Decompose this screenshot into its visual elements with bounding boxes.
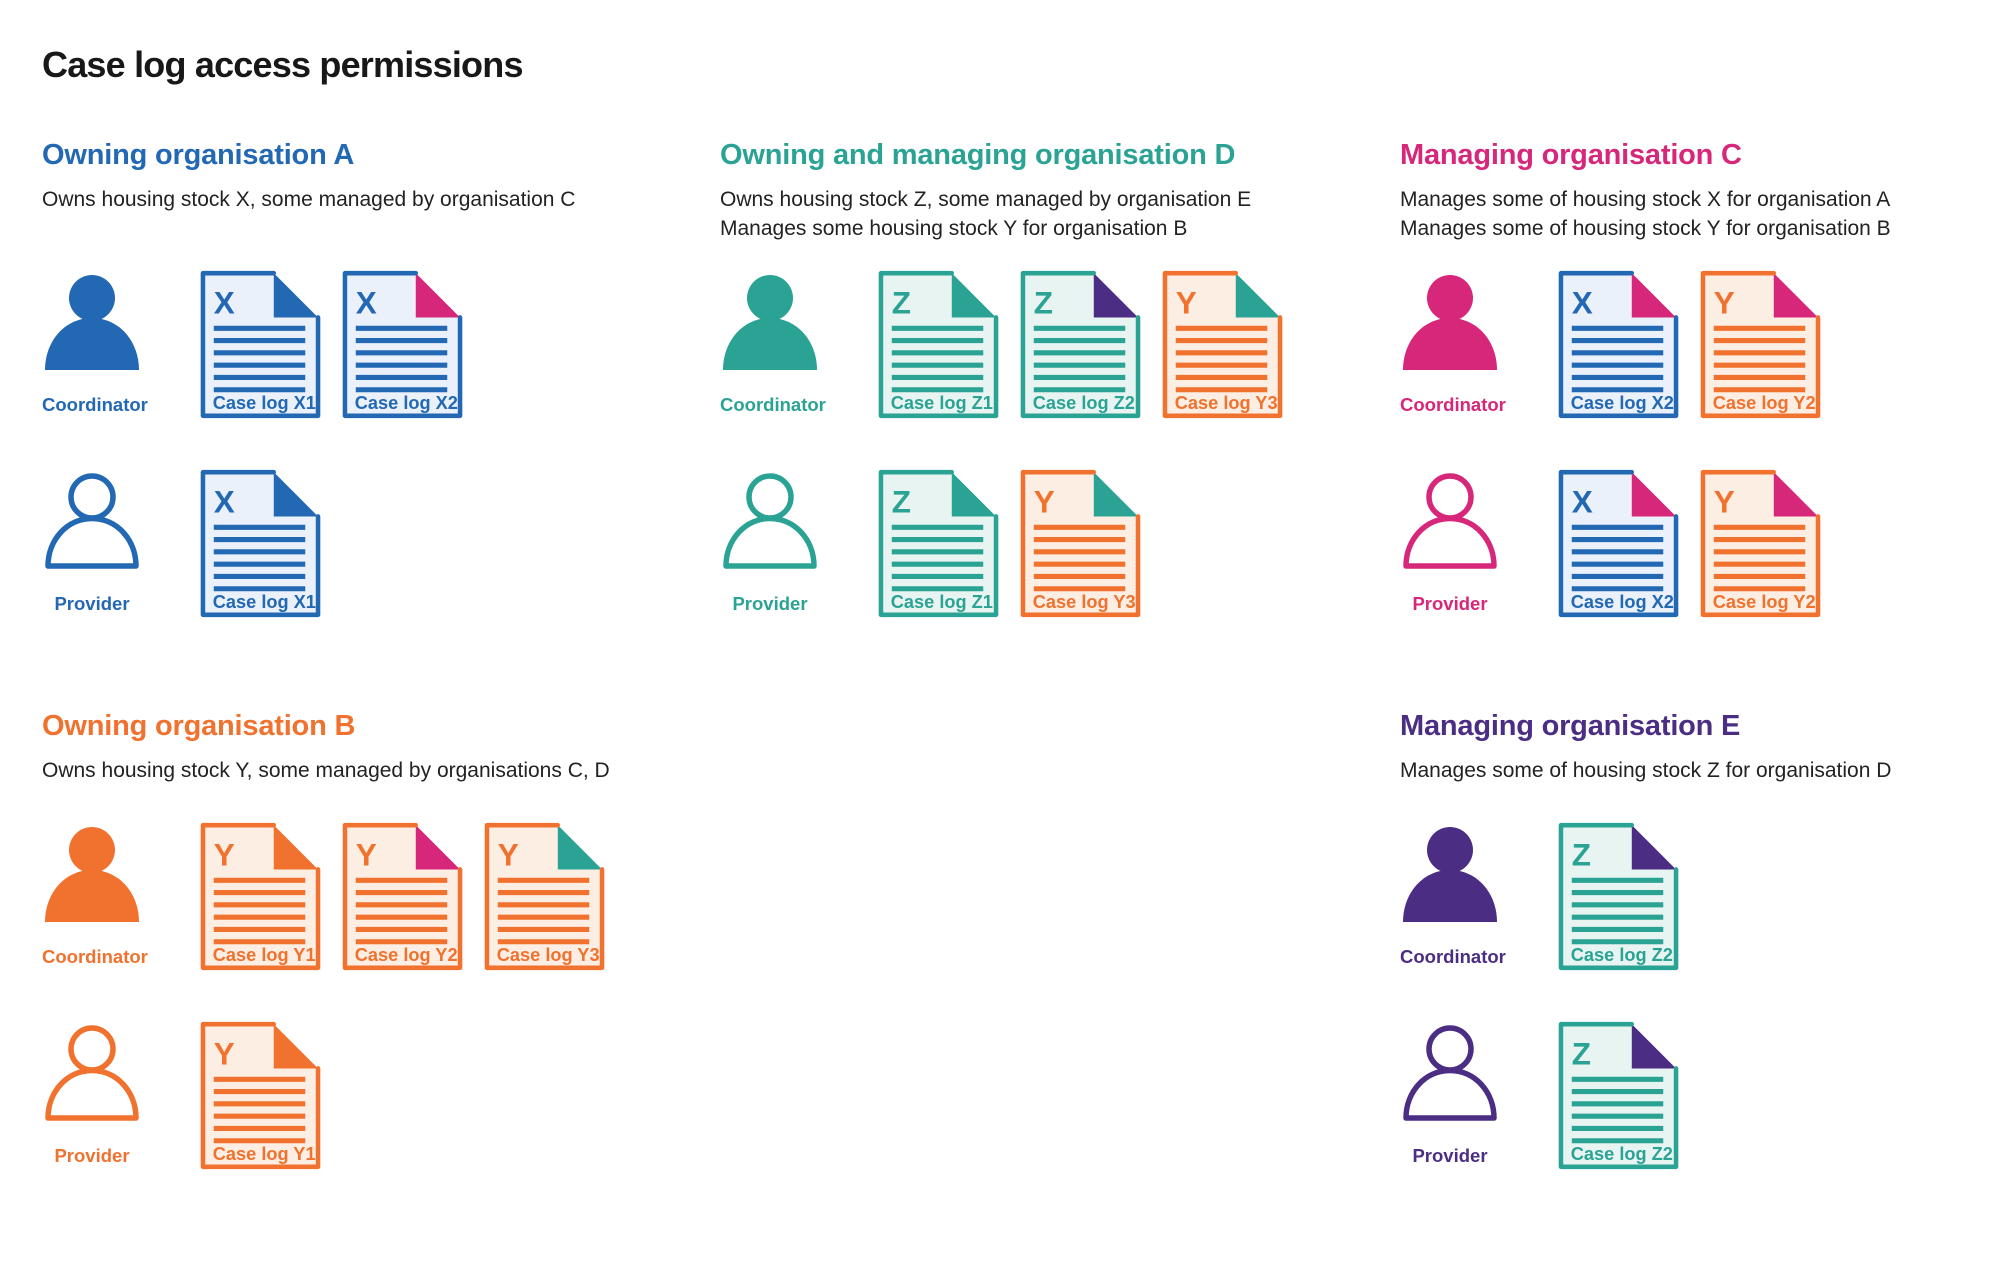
- svg-text:Z: Z: [892, 286, 911, 321]
- svg-text:Y: Y: [214, 1037, 235, 1072]
- svg-text:Y: Y: [1714, 286, 1735, 321]
- svg-text:Case log Y1: Case log Y1: [213, 1144, 316, 1164]
- svg-text:Y: Y: [356, 838, 377, 873]
- svg-text:Case log Z2: Case log Z2: [1033, 393, 1135, 413]
- svg-text:Case log Z2: Case log Z2: [1571, 1144, 1673, 1164]
- svg-text:Case log Z1: Case log Z1: [891, 393, 993, 413]
- svg-text:Case log Y3: Case log Y3: [1033, 592, 1136, 612]
- svg-text:Z: Z: [1572, 838, 1591, 873]
- svg-text:X: X: [356, 286, 377, 321]
- svg-text:Case log X2: Case log X2: [1571, 592, 1674, 612]
- svg-text:Case log Y1: Case log Y1: [213, 945, 316, 965]
- svg-text:Case log X1: Case log X1: [213, 592, 316, 612]
- svg-text:Y: Y: [1714, 485, 1735, 520]
- svg-text:Case log X1: Case log X1: [213, 393, 316, 413]
- svg-text:Y: Y: [1176, 286, 1197, 321]
- svg-text:Case log Y2: Case log Y2: [1713, 393, 1816, 413]
- svg-text:Y: Y: [1034, 485, 1055, 520]
- svg-text:Case log X2: Case log X2: [1571, 393, 1674, 413]
- svg-text:Case log Y3: Case log Y3: [1175, 393, 1278, 413]
- svg-text:X: X: [214, 286, 235, 321]
- svg-text:X: X: [1572, 485, 1593, 520]
- svg-text:Case log X2: Case log X2: [355, 393, 458, 413]
- svg-text:Z: Z: [1572, 1037, 1591, 1072]
- svg-text:Case log Z2: Case log Z2: [1571, 945, 1673, 965]
- svg-text:X: X: [214, 485, 235, 520]
- svg-text:X: X: [1572, 286, 1593, 321]
- svg-text:Case log Y2: Case log Y2: [355, 945, 458, 965]
- svg-text:Y: Y: [214, 838, 235, 873]
- svg-text:Z: Z: [892, 485, 911, 520]
- svg-text:Case log Z1: Case log Z1: [891, 592, 993, 612]
- svg-text:Case log Y3: Case log Y3: [497, 945, 600, 965]
- svg-text:Z: Z: [1034, 286, 1053, 321]
- svg-text:Y: Y: [498, 838, 519, 873]
- svg-text:Case log Y2: Case log Y2: [1713, 592, 1816, 612]
